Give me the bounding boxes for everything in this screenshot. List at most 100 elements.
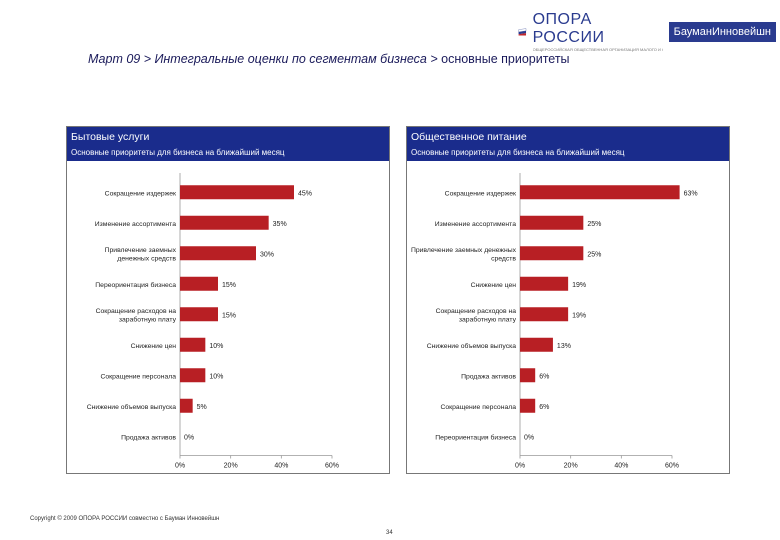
category-label: Снижение цен [471, 282, 517, 289]
panel-title: Бытовые услуги [71, 131, 150, 143]
bar [180, 215, 269, 230]
category-label-line: заработную плату [119, 316, 177, 324]
page-number: 34 [386, 530, 393, 536]
bar [520, 246, 584, 261]
chart-household-services: Сокращение издержек 45% Изменение ассортим… [67, 161, 389, 473]
category-label: Снижение цен [131, 343, 177, 350]
category-label-line: Снижение объемов выпуска [427, 342, 516, 350]
value-label: 0% [184, 434, 194, 441]
category-label: Переориентация бизнеса [95, 281, 176, 289]
category-label-line: Сокращение персонала [100, 373, 176, 380]
x-tick-label: 40% [614, 463, 628, 470]
chart-catering: Сокращение издержек 63% Изменение ассортим… [407, 161, 729, 473]
panel-header: Общественное питание Основные приоритеты… [407, 127, 729, 161]
value-label: 19% [572, 282, 586, 289]
logo-subtitle: ОБЩЕРОССИЙСКАЯ ОБЩЕСТВЕННАЯ ОРГАНИЗАЦИЯ … [532, 47, 663, 52]
value-label: 19% [572, 312, 586, 319]
bar [520, 307, 569, 322]
category-label-line: Снижение цен [471, 282, 517, 289]
bar [180, 276, 218, 291]
value-label: 15% [222, 312, 236, 319]
category-label: Продажа активов [121, 434, 176, 441]
page-title: Март 09 > Интегральные оценки по сегмент… [88, 52, 728, 66]
logo-name: ОПОРА РОССИИ [532, 11, 605, 46]
category-label-line: средств [491, 256, 516, 263]
bar [520, 368, 536, 383]
category-label-line: Сокращение издержек [105, 190, 176, 197]
panel-household-services: Бытовые услуги Основные приоритеты для б… [66, 126, 390, 474]
value-label: 30% [260, 251, 274, 258]
category-label: Сокращение издержек [445, 190, 516, 197]
category-label-line: Сокращение персонала [440, 404, 516, 411]
x-tick-label: 60% [665, 463, 679, 470]
category-label-line: Переориентация бизнеса [95, 281, 176, 289]
value-label: 15% [222, 282, 236, 289]
x-tick-label: 60% [325, 463, 339, 470]
value-label: 25% [587, 251, 601, 258]
category-label-line: Снижение цен [131, 343, 177, 350]
partner-badge: БауманИнновейшн [668, 22, 776, 42]
category-label-line: Привлечение заемных [105, 247, 177, 254]
bar [520, 215, 584, 230]
category-label: Снижение объемов выпуска [427, 342, 516, 350]
copyright-text: Copyright © 2009 ОПОРА РОССИИ совместно … [30, 516, 220, 522]
category-label-line: Сокращение расходов на [436, 308, 517, 315]
category-label-line: Изменение ассортимента [95, 221, 176, 228]
bar-chart: Сокращение издержек 63% Изменение ассортим… [411, 173, 698, 470]
category-label: Снижение объемов выпуска [87, 403, 176, 411]
value-label: 10% [209, 373, 223, 380]
category-label: Привлечение заемных денежных средств [411, 247, 517, 263]
value-label: 25% [587, 221, 601, 228]
category-label: Сокращение издержек [105, 190, 176, 197]
bar [180, 307, 218, 322]
bar [520, 185, 680, 200]
category-label: Изменение ассортимента [435, 221, 516, 228]
category-label: Сокращение расходов на заработную плату [96, 308, 177, 324]
panel-title: Общественное питание [411, 131, 527, 143]
bar [180, 337, 206, 352]
x-tick-label: 20% [564, 463, 578, 470]
value-label: 0% [524, 434, 534, 441]
category-label: Сокращение расходов на заработную плату [436, 308, 517, 324]
category-label-line: денежных средств [117, 256, 176, 263]
value-label: 63% [684, 190, 698, 197]
category-label-line: заработную плату [459, 316, 517, 324]
category-label-line: Переориентация бизнеса [435, 433, 516, 441]
bar [180, 246, 256, 261]
bar [180, 398, 193, 413]
bar [520, 337, 553, 352]
category-label-line: Изменение ассортимента [435, 221, 516, 228]
bar [520, 398, 536, 413]
x-tick-label: 0% [175, 463, 185, 470]
value-label: 6% [539, 404, 549, 411]
value-label: 10% [209, 343, 223, 350]
value-label: 45% [298, 190, 312, 197]
bar-chart: Сокращение издержек 45% Изменение ассортим… [87, 173, 339, 470]
value-label: 5% [197, 404, 207, 411]
page-title-current: основные приоритеты [437, 52, 570, 66]
category-label-line: Продажа активов [121, 434, 176, 441]
category-label-line: Привлечение заемных денежных [411, 247, 517, 254]
panel-subtitle: Основные приоритеты для бизнеса на ближа… [71, 148, 285, 157]
category-label-line: Продажа активов [461, 373, 516, 380]
category-label: Изменение ассортимента [95, 221, 176, 228]
x-tick-label: 40% [274, 463, 288, 470]
category-label-line: Сокращение издержек [445, 190, 516, 197]
category-label: Привлечение заемных денежных средств [105, 247, 177, 263]
bar [520, 276, 569, 291]
flag-logo-icon [518, 28, 527, 36]
bar [180, 368, 206, 383]
category-label: Переориентация бизнеса [435, 433, 516, 441]
category-label: Продажа активов [461, 373, 516, 380]
category-label: Сокращение персонала [100, 373, 176, 380]
x-tick-label: 20% [224, 463, 238, 470]
category-label: Сокращение персонала [440, 404, 516, 411]
panel-catering: Общественное питание Основные приоритеты… [406, 126, 730, 474]
x-tick-label: 0% [515, 463, 525, 470]
panel-header: Бытовые услуги Основные приоритеты для б… [67, 127, 389, 161]
panel-subtitle: Основные приоритеты для бизнеса на ближа… [411, 148, 625, 157]
value-label: 35% [273, 221, 287, 228]
category-label-line: Снижение объемов выпуска [87, 403, 176, 411]
header-logo: ОПОРА РОССИИ ОБЩЕРОССИЙСКАЯ ОБЩЕСТВЕННАЯ… [518, 11, 776, 52]
category-label-line: Сокращение расходов на [96, 308, 177, 315]
